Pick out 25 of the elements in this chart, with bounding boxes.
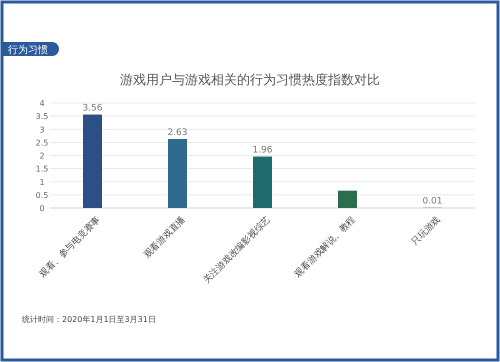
text: 统计时间：2020年1月1日至3月31日 xyxy=(22,315,156,324)
x-tick-label: 观看、参与电竞赛事 xyxy=(38,214,103,280)
x-tick-label: 只玩游戏 xyxy=(409,214,443,248)
chart-title: 游戏用户与游戏相关的行为习惯热度指数对比 xyxy=(120,72,380,88)
bar xyxy=(253,156,272,208)
y-tick-label: 4 xyxy=(39,99,45,108)
chart-subtitle: 行为习惯 xyxy=(8,44,48,56)
data-label: 2.63 xyxy=(167,128,188,138)
y-tick-label: 1 xyxy=(39,178,45,187)
y-tick-label: 2.5 xyxy=(36,138,48,148)
y-tick-label: 3.5 xyxy=(36,112,48,122)
y-tick-label: 3 xyxy=(39,125,45,134)
x-tick-label: 观看游戏解说、教程 xyxy=(292,214,358,280)
x-tick-label: 观看游戏直播 xyxy=(142,214,188,260)
y-tick-label: 2 xyxy=(39,152,45,160)
data-label: 0.01 xyxy=(422,196,443,207)
x-tick-label: 关注游戏改编影视综艺 xyxy=(201,214,273,286)
bar xyxy=(83,114,102,208)
data-label: 1.96 xyxy=(252,146,273,156)
data-label: 3.56 xyxy=(82,104,103,114)
bar xyxy=(338,190,357,208)
bar xyxy=(168,138,187,208)
y-tick-label: 0.5 xyxy=(36,190,48,200)
y-tick-label: 1.5 xyxy=(36,164,48,174)
y-tick-label: 0 xyxy=(39,204,45,213)
